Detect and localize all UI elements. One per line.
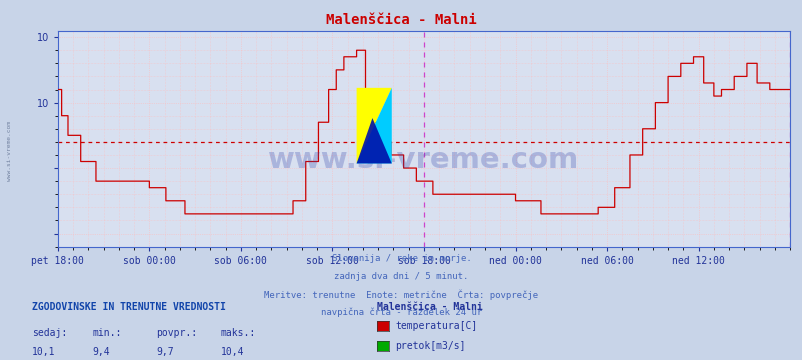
Text: zadnja dva dni / 5 minut.: zadnja dva dni / 5 minut.	[334, 272, 468, 281]
Polygon shape	[356, 88, 391, 163]
Text: maks.:: maks.:	[221, 328, 256, 338]
Text: navpična črta - razdelek 24 ur: navpična črta - razdelek 24 ur	[321, 308, 481, 317]
Text: www.si-vreme.com: www.si-vreme.com	[268, 146, 579, 174]
Text: 10,1: 10,1	[32, 347, 55, 357]
Polygon shape	[356, 118, 391, 163]
Text: ZGODOVINSKE IN TRENUTNE VREDNOSTI: ZGODOVINSKE IN TRENUTNE VREDNOSTI	[32, 302, 225, 312]
Text: 10,4: 10,4	[221, 347, 244, 357]
Polygon shape	[356, 88, 391, 163]
Text: povpr.:: povpr.:	[156, 328, 197, 338]
Text: Malenščica - Malni: Malenščica - Malni	[326, 13, 476, 27]
Text: 9,4: 9,4	[92, 347, 110, 357]
Text: Slovenija / reke in morje.: Slovenija / reke in morje.	[331, 254, 471, 263]
Text: Malenščica - Malni: Malenščica - Malni	[377, 302, 483, 312]
Text: sedaj:: sedaj:	[32, 328, 67, 338]
Text: www.si-vreme.com: www.si-vreme.com	[7, 121, 12, 181]
Text: min.:: min.:	[92, 328, 122, 338]
Text: temperatura[C]: temperatura[C]	[395, 321, 476, 331]
Text: Meritve: trenutne  Enote: metrične  Črta: povprečje: Meritve: trenutne Enote: metrične Črta: …	[264, 290, 538, 300]
Text: pretok[m3/s]: pretok[m3/s]	[395, 341, 465, 351]
Text: 9,7: 9,7	[156, 347, 174, 357]
